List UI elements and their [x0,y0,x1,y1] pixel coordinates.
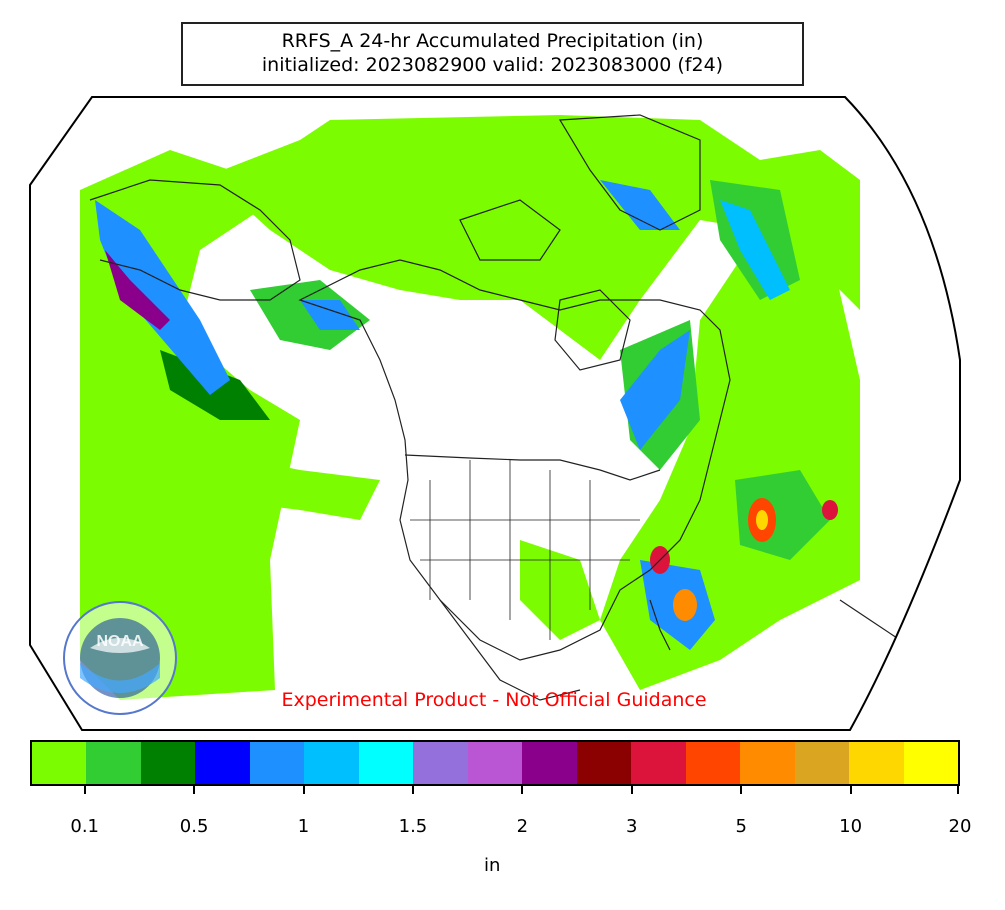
hudson-bay [554,289,631,371]
colorbar-swatch-8 [467,742,523,784]
colorbar-swatch-5 [304,742,359,784]
colorbar-swatch-11 [631,742,686,784]
geographic-boundaries [89,114,921,701]
precip-area-river-purple [105,250,170,330]
map-title: RRFS_A 24-hr Accumulated Precipitation (… [181,22,804,86]
state-lines [410,460,640,640]
colorbar-swatch-15 [849,742,904,784]
colorbar-tick-0 [83,786,86,794]
noaa-logo: NOAA [63,601,177,715]
colorbar-tick-6 [740,786,743,794]
colorbar-units-label: in [484,855,501,876]
colorbar-tick-8 [957,786,959,794]
colorbar-swatch-12 [685,742,741,784]
precip-area-hudson-blue [620,330,690,450]
colorbar-tick-label-7: 10 [839,816,863,837]
colorbar-tick-label-5: 3 [626,816,638,837]
disclaimer-text: Experimental Product - Not Official Guid… [281,689,707,711]
title-line-2: initialized: 2023082900 valid: 202308300… [261,54,724,76]
colorbar-tick-7 [849,786,852,794]
precip-area-alaska-blue [300,300,360,330]
precip-atlantic-red [822,500,838,520]
colorbar-swatch-4 [249,742,305,784]
colorbar-swatch-0 [32,742,87,784]
colorbar-swatch-6 [358,742,414,784]
colorbar-tick-label-4: 2 [516,816,529,837]
colorbar-tick-4 [521,786,524,794]
precip-area-north [210,115,860,360]
colorbar-tick-1 [193,786,196,794]
precip-florida-core [673,589,697,621]
colorbar-swatch-3 [195,742,250,784]
precipitation-map: NOAA [29,96,961,731]
noaa-logo-text: NOAA [96,633,144,650]
florida [649,599,671,651]
mexico-coast [439,599,581,701]
colorbar-tick-5 [630,786,633,794]
colorbar [30,740,960,794]
canada-us-border [404,454,661,481]
colorbar-swatch-10 [576,742,632,784]
precip-hurricane-inner [756,510,768,530]
alaska-coast [89,179,301,301]
colorbar-tick-label-8: 20 [948,816,972,837]
colorbar-swatch-9 [522,742,577,784]
colorbar-swatch-14 [794,742,850,784]
colorbar-swatch-16 [903,742,958,784]
north-america-coast [298,259,731,661]
colorbar-tick-label-2: 1 [297,816,310,837]
colorbar-swatch-13 [740,742,795,784]
precip-area-river-blue [95,200,230,395]
precip-area-west-band [90,450,380,520]
colorbar-tick-2 [302,786,305,794]
colorbar-tick-label-6: 5 [735,816,747,837]
precip-area-atlantic-cyan [720,200,790,300]
colorbar-swatch-2 [140,742,196,784]
precip-area-gulf [520,540,600,640]
greenland-coast [558,114,701,231]
colorbar-swatch-1 [86,742,141,784]
colorbar-tick-label-1: 0.5 [179,816,209,837]
precip-area-greenland-blue [600,180,680,230]
colorbar-tick-3 [411,786,414,794]
map-frame [29,96,961,731]
colorbar-tick-label-0: 0.1 [70,816,100,837]
colorbar-swatches [30,740,960,786]
precip-field [80,115,860,700]
colorbar-swatch-7 [413,742,468,784]
colorbar-tick-label-3: 1.5 [398,816,428,837]
title-line-1: RRFS_A 24-hr Accumulated Precipitation (… [281,30,704,52]
arctic-islands [459,199,561,261]
